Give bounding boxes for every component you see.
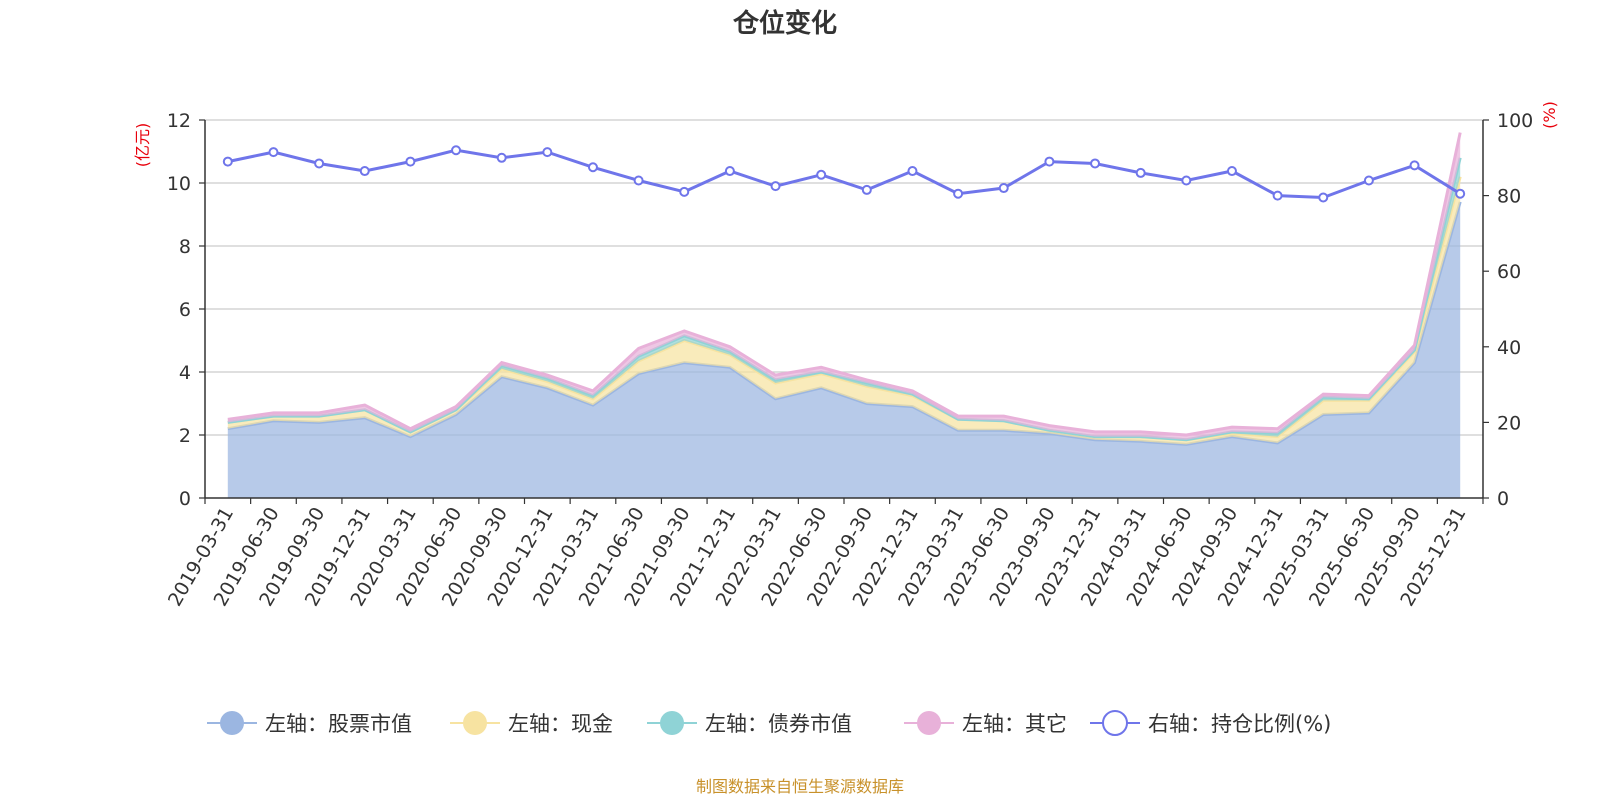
ratio-point <box>496 152 507 163</box>
area-左轴：现金 <box>227 176 1461 445</box>
ratio-point <box>770 181 781 192</box>
left-tick-label: 6 <box>179 299 191 321</box>
left-tick-label: 0 <box>179 488 191 510</box>
left-tick-label: 10 <box>167 173 191 195</box>
legend-item: 左轴：其它 <box>904 711 1067 736</box>
right-axis-unit: (%) <box>1540 101 1559 129</box>
legend: 左轴：股票市值 左轴：现金 左轴：债券市值 左轴：其它 右轴：持仓比例(%) <box>207 710 1331 736</box>
left-axis-unit: (亿元) <box>133 123 152 168</box>
ratio-point <box>633 175 644 186</box>
ratio-point <box>1363 175 1374 186</box>
ratio-point <box>679 186 690 197</box>
ratio-point <box>1090 158 1101 169</box>
left-tick-label: 8 <box>179 236 191 258</box>
ratio-point <box>268 147 279 158</box>
legend-label: 左轴：现金 <box>508 712 613 736</box>
chart-title: 仓位变化 <box>732 8 837 39</box>
right-tick-label: 0 <box>1497 488 1509 510</box>
ratio-point <box>587 162 598 173</box>
ratio-point <box>998 183 1009 194</box>
legend-item: 左轴：债券市值 <box>647 711 852 736</box>
ratio-point <box>861 184 872 195</box>
legend-item: 右轴：持仓比例(%) <box>1090 710 1331 736</box>
legend-marker <box>220 711 244 735</box>
ratio-point <box>1226 166 1237 177</box>
legend-marker <box>917 711 941 735</box>
right-tick-label: 100 <box>1497 110 1533 132</box>
ratio-point <box>314 158 325 169</box>
ratio-point <box>1181 175 1192 186</box>
legend-item: 左轴：股票市值 <box>207 711 412 736</box>
area-左轴：其它 <box>227 132 1461 440</box>
legend-label: 左轴：债券市值 <box>705 712 852 736</box>
legend-marker <box>463 711 487 735</box>
right-tick-label: 80 <box>1497 186 1521 208</box>
legend-item: 左轴：现金 <box>450 711 613 736</box>
left-tick-label: 2 <box>179 425 191 447</box>
ratio-point <box>816 169 827 180</box>
right-tick-label: 60 <box>1497 261 1521 283</box>
ratio-point <box>405 156 416 167</box>
ratio-point <box>1272 190 1283 201</box>
right-tick-label: 40 <box>1497 337 1521 359</box>
left-tick-label: 4 <box>179 362 191 384</box>
ratio-line <box>222 145 1466 203</box>
ratio-point <box>1318 192 1329 203</box>
ratio-point <box>907 166 918 177</box>
left-tick-label: 12 <box>167 110 191 132</box>
legend-marker <box>1102 710 1128 736</box>
ratio-point <box>542 147 553 158</box>
ratio-point <box>451 145 462 156</box>
ratio-point <box>724 166 735 177</box>
ratio-point <box>1044 156 1055 167</box>
legend-label: 左轴：其它 <box>962 712 1067 736</box>
right-tick-label: 20 <box>1497 412 1521 434</box>
ratio-line-path <box>227 148 1461 200</box>
ratio-point <box>1409 160 1420 171</box>
ratio-point <box>953 188 964 199</box>
area-左轴：股票市值 <box>227 201 1461 498</box>
ratio-point <box>1135 167 1146 178</box>
stacked-areas <box>227 132 1462 498</box>
ratio-point <box>359 166 370 177</box>
ratio-point <box>222 156 233 167</box>
legend-label: 左轴：股票市值 <box>265 712 412 736</box>
legend-label: 右轴：持仓比例(%) <box>1148 712 1331 736</box>
legend-marker <box>660 711 684 735</box>
source-note: 制图数据来自恒生聚源数据库 <box>696 777 904 796</box>
ratio-point <box>1455 188 1466 199</box>
area-edge-左轴：其它 <box>227 132 1462 437</box>
